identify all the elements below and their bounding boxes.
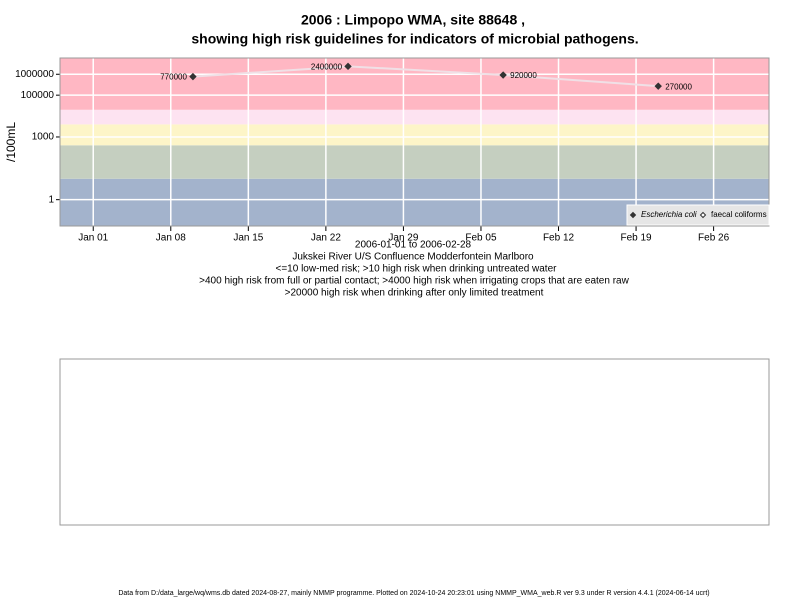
risk-band — [60, 145, 769, 179]
x-tick-label: Jan 29 — [388, 233, 418, 244]
x-tick-label: Jan 08 — [156, 233, 186, 244]
footer: Data from D:/data_large/wq/wms.db dated … — [118, 590, 709, 597]
guideline: <=10 low-med risk; >10 high risk when dr… — [276, 264, 558, 275]
y-tick-label: 1000000 — [15, 69, 54, 80]
x-tick-label: Feb 05 — [465, 233, 497, 244]
y-axis-label: /100mL — [4, 122, 18, 162]
legend-box — [626, 204, 770, 226]
x-tick-label: Feb 19 — [620, 233, 652, 244]
x-tick-label: Jan 15 — [233, 233, 263, 244]
date-range: 2006-01-01 to 2006-02-28 — [355, 240, 472, 251]
risk-band — [60, 109, 769, 125]
chart-subtitle: showing high risk guidelines for indicat… — [191, 31, 638, 47]
plot-frame — [59, 57, 770, 227]
legend-label: Escherichia coli — [641, 210, 697, 219]
legend-label: faecal coliforms — [711, 210, 767, 219]
legend-marker — [629, 211, 637, 219]
risk-band — [60, 124, 769, 146]
guideline: >400 high risk from full or partial cont… — [199, 276, 629, 287]
data-point — [189, 72, 197, 81]
series-line — [192, 65, 659, 88]
x-tick-label: Feb 12 — [543, 233, 575, 244]
x-tick-label: Jan 22 — [311, 233, 341, 244]
chart-title: 2006 : Limpopo WMA, site 88648 , — [301, 12, 525, 28]
data-label: 2400000 — [311, 62, 343, 71]
legend-marker — [699, 211, 707, 219]
empty-panel — [59, 358, 770, 526]
data-label: 920000 — [510, 71, 537, 80]
risk-band — [60, 58, 769, 110]
y-tick-label: 100000 — [21, 90, 55, 101]
data-point — [499, 71, 507, 79]
guideline: >20000 high risk when drinking after onl… — [285, 288, 544, 299]
x-tick-label: Feb 26 — [698, 233, 730, 244]
data-label: 270000 — [665, 82, 692, 91]
x-tick-label: Jan 01 — [78, 233, 108, 244]
data-label: 770000 — [160, 73, 187, 82]
y-tick-label: 1000 — [32, 132, 55, 143]
site-name: Jukskei River U/S Confluence Modderfonte… — [292, 252, 534, 263]
y-tick-label: 1 — [48, 194, 54, 205]
data-point — [654, 82, 662, 90]
data-point — [344, 62, 352, 71]
